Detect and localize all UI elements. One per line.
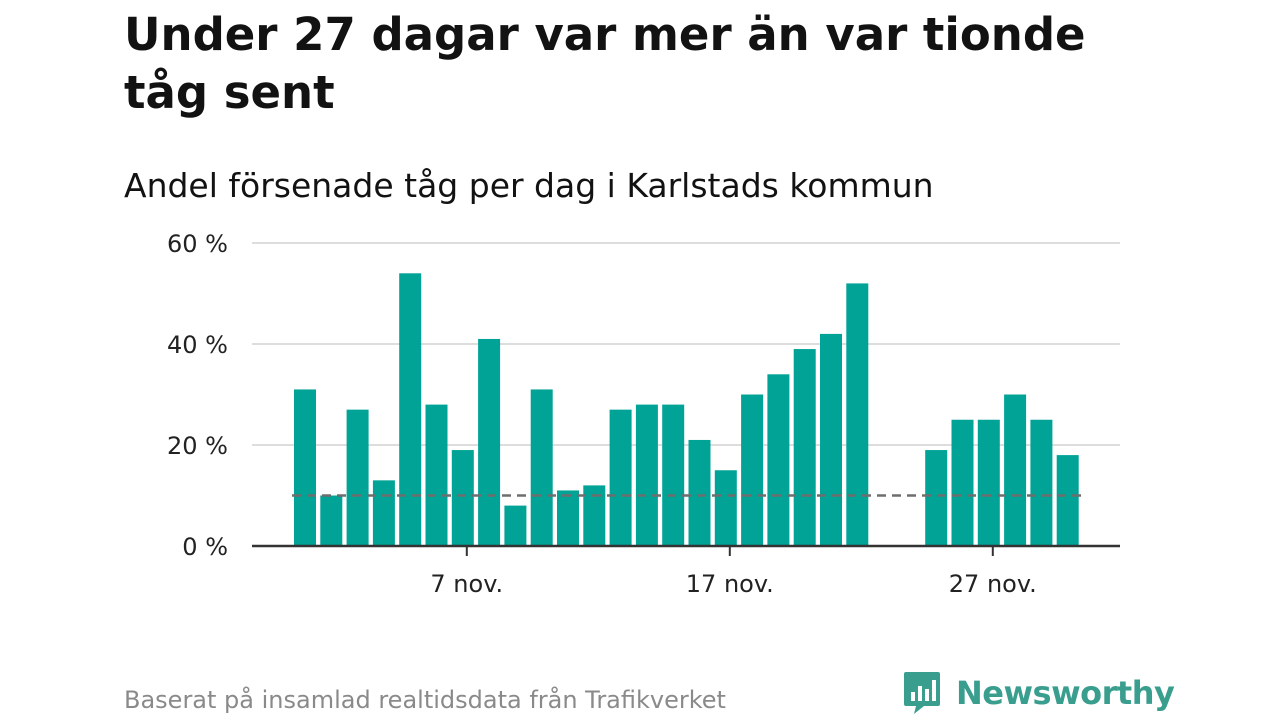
x-tick-label: 17 nov. — [686, 570, 774, 598]
brand-name: Newsworthy — [956, 674, 1175, 712]
y-tick-label: 40 % — [167, 331, 228, 359]
chart-title: Under 27 dagar var mer än var tionde tåg… — [124, 8, 1086, 119]
newsworthy-logo-icon — [904, 672, 940, 714]
bar — [846, 283, 869, 546]
brand-logo: Newsworthy — [902, 670, 1175, 716]
bar — [1004, 394, 1027, 546]
bar — [504, 505, 527, 546]
gridlines — [252, 242, 1120, 446]
bar — [951, 419, 974, 546]
bar — [1030, 419, 1053, 546]
bar — [530, 389, 553, 546]
tick-labels: 0 % 20 % 40 % 60 % 7 nov. 17 nov. 27 nov. — [167, 230, 1037, 598]
bar — [741, 394, 764, 546]
bar — [662, 404, 685, 546]
bar — [925, 450, 948, 546]
bar — [714, 470, 737, 546]
bar — [399, 273, 422, 546]
bar — [635, 404, 658, 546]
bar — [977, 419, 1000, 546]
y-tick-label: 20 % — [167, 432, 228, 460]
bar — [609, 409, 632, 546]
bar — [820, 333, 842, 546]
chart-subtitle: Andel försenade tåg per dag i Karlstads … — [124, 166, 934, 205]
y-tick-label: 60 % — [167, 230, 228, 258]
source-note: Baserat på insamlad realtidsdata från Tr… — [124, 686, 726, 714]
bar — [767, 374, 790, 546]
bar — [294, 389, 316, 546]
bar-chart: 0 % 20 % 40 % 60 % 7 nov. 17 nov. 27 nov. — [167, 230, 1120, 598]
bar — [372, 480, 395, 546]
bar — [425, 404, 448, 546]
y-tick-label: 0 % — [182, 533, 228, 561]
bar — [793, 349, 816, 546]
bar — [557, 490, 579, 546]
bar — [320, 495, 343, 546]
bar — [583, 485, 606, 546]
bar — [688, 439, 711, 546]
bars — [294, 273, 1079, 546]
bar — [451, 450, 474, 546]
bar — [346, 409, 369, 546]
bar — [478, 338, 501, 546]
x-tick-label: 7 nov. — [430, 570, 503, 598]
x-axis — [252, 544, 1120, 556]
x-tick-label: 27 nov. — [949, 570, 1037, 598]
bar — [1056, 455, 1079, 546]
